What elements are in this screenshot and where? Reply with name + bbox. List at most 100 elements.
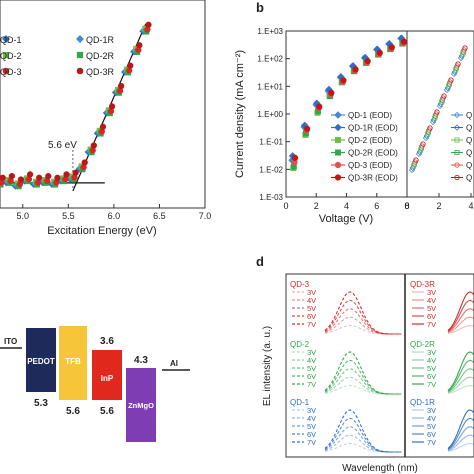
panel-b-right-point-QD-3R (EOD): [462, 45, 468, 51]
panel-b-right-legend-marker: [454, 150, 460, 155]
panel-b-right-legend-label: Q: [466, 174, 472, 183]
pedot-block: [26, 328, 56, 392]
panel-b-legend-marker-QD-3 (EOD): [334, 161, 342, 169]
panel-d-curve-QD-2: [324, 385, 402, 395]
panel-b-x-ticks: 0 2 4 6 80 2 4: [283, 193, 474, 211]
panel-b-right-legend-marker: [453, 111, 461, 119]
panel-b-x-tick-label: 2: [314, 201, 319, 211]
panel-a-x-tick-label: 7.0: [199, 211, 212, 221]
panel-a-point-QD-3R: [81, 159, 88, 166]
panel-a-x-tick-label: 5.5: [62, 211, 75, 221]
panel-d: d EL intensity (a. u.) Wavelength (nm) Q…: [256, 254, 474, 474]
inp-top-value: 3.6: [100, 336, 114, 347]
panel-d-curve-QD-3R: [447, 299, 474, 332]
panel-b-right-x-tick-label: 4: [468, 201, 473, 211]
panel-a-point-QD-3R: [99, 123, 107, 130]
panel-b-x-tick-label: 4: [344, 201, 349, 211]
panel-d-legend-voltage: 7V: [427, 320, 436, 329]
panel-d-curve-QD-3: [324, 325, 402, 335]
panel-b-y-tick-label: 1.E+03: [257, 27, 283, 36]
panel-a-point-QD-3R: [17, 176, 25, 183]
panel-a-point-QD-3R: [127, 62, 134, 69]
panel-d-y-axis-title: EL intensity (a. u.): [262, 326, 273, 406]
panel-b-point-QD-3R (EOD): [364, 57, 371, 65]
panel-d-curve-QD-2R: [447, 368, 474, 393]
panel-b-right-legend-label: Q: [466, 161, 472, 170]
znmgo-block: [126, 368, 156, 442]
panel-a-point-QD-3R: [72, 169, 79, 176]
panel-a-legend-label-QD-3R: QD-3R: [86, 67, 115, 77]
panel-b-legend: QD-1 (EOD) QD-1R (EOD) QD-2 (EOD) QD-2R (EO…: [331, 111, 472, 183]
panel-a-point-QD-3R: [63, 171, 70, 178]
panel-b-right-point-QD-1R (EOD): [430, 116, 437, 124]
panel-d-curve-QD-3: [324, 308, 402, 335]
panel-b-right-point-QD-3R (EOD): [441, 93, 447, 99]
panel-d-legend-voltage: 6V: [427, 372, 436, 381]
panel-d-group-label-QD-1R: QD-1R: [410, 398, 435, 407]
panel-b-y-tick-label: 1.E-02: [259, 165, 283, 174]
panel-a-legend-marker-QD-3: [2, 67, 10, 75]
panel-d-legend-voltage: 6V: [307, 312, 316, 321]
panel-a-legend-label-QD-2: QD-2: [0, 51, 22, 61]
panel-d-legend-voltage: 7V: [307, 380, 316, 389]
panel-d-curve-QD-2: [324, 359, 402, 395]
panel-b-right-marks: [408, 45, 468, 174]
panel-d-legend-voltage: 4V: [307, 296, 316, 305]
panel-d-group-label-QD-2: QD-2: [290, 340, 310, 349]
panel-b-right-point-QD-1R (EOD): [416, 148, 423, 156]
panel-b-y-tick-label: 1.E+01: [257, 82, 283, 91]
panel-b-right-point-QD-3R (EOD): [448, 77, 454, 83]
panel-b-legend-label-QD-2R (EOD): QD-2R (EOD): [348, 149, 398, 158]
panel-b-right-point-QD-3R (EOD): [434, 109, 440, 115]
panel-a-legend-label-QD-1: QD-1: [0, 35, 22, 45]
panel-d-group-label-QD-3: QD-3: [290, 280, 310, 289]
panel-b-x-tick-label: 0: [283, 201, 288, 211]
panel-d-legend-voltage: 5V: [307, 304, 316, 313]
panel-b-legend-label-QD-3R (EOD): QD-3R (EOD): [348, 174, 398, 183]
inp-block: [92, 350, 122, 400]
panel-d-legend-voltage: 6V: [427, 430, 436, 439]
panel-d-legend-voltage: 3V: [307, 348, 316, 357]
panel-d-legend-voltage: 3V: [427, 348, 436, 357]
panel-a-point-QD-3R: [45, 172, 52, 180]
panel-d-legend-voltage: 5V: [307, 422, 316, 431]
panel-d-groups: QD-33V4V5V6V7VQD-3R3V4V5V6V7VQD-23V4V5V6…: [290, 280, 474, 453]
panel-a-point-QD-3R: [54, 174, 61, 181]
panel-d-curve-QD-1R: [447, 434, 474, 452]
panel-c: ITO PEDOT 5.3 TFB 5.6 InP 3.6 5.6 ZnMgO …: [0, 326, 190, 442]
panel-d-legend-voltage: 4V: [427, 296, 436, 305]
panel-a-x-tick-label: 6.5: [153, 211, 166, 221]
al-label: Al: [170, 359, 178, 368]
inp-bottom-value: 5.6: [100, 406, 114, 417]
panel-b-right-legend-label: Q: [466, 136, 472, 145]
panel-b-y-tick-label: 1.E+00: [257, 110, 283, 119]
panel-a-legend-marker-QD-2R: [76, 51, 84, 59]
panel-b: b 1.E+031.E+021.E+011.E+001.E-011.E-021.…: [234, 0, 474, 225]
panel-d-legend-voltage: 4V: [427, 356, 436, 365]
panel-d-curve-QD-3: [324, 316, 402, 335]
panel-b-legend-marker-QD-3R (EOD): [334, 174, 342, 181]
panel-b-marks: [288, 34, 408, 172]
panel-d-curve-QD-2R: [447, 359, 474, 392]
panel-d-curve-QD-1: [324, 434, 402, 453]
panel-d-legend-voltage: 5V: [307, 364, 316, 373]
panel-d-curve-QD-1R: [447, 417, 474, 450]
panel-b-point-QD-3R (EOD): [340, 77, 347, 84]
panel-d-legend-voltage: 6V: [307, 430, 316, 439]
panel-b-right-point-QD-1R (EOD): [444, 84, 451, 92]
panel-d-group-label-QD-3R: QD-3R: [410, 280, 435, 289]
panel-b-right-point-QD-3R (EOD): [427, 125, 433, 131]
panel-b-legend-marker-QD-1R (EOD): [334, 123, 342, 132]
panel-b-right-legend-label: Q: [466, 111, 472, 120]
panel-d-curve-QD-2: [324, 376, 402, 395]
panel-d-curve-QD-1R: [447, 443, 474, 452]
panel-b-right-point-QD-3R (EOD): [420, 141, 426, 147]
panel-b-legend-label-QD-1R (EOD): QD-1R (EOD): [348, 124, 398, 133]
panel-a-x-tick-label: 5.0: [17, 211, 30, 221]
panel-a-point-QD-3R: [90, 142, 97, 149]
panel-d-legend-voltage: 4V: [307, 414, 316, 423]
panel-b-x-axis-title: Voltage (V): [319, 213, 373, 225]
panel-d-curve-QD-2R: [447, 385, 474, 394]
